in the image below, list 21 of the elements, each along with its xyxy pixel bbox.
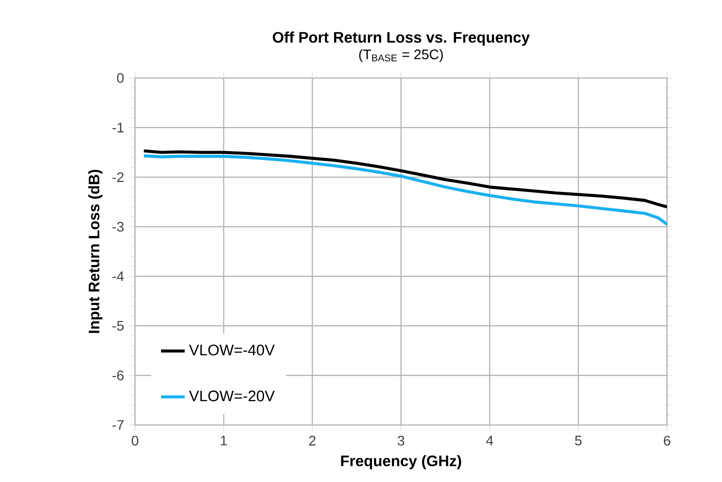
x-axis-title: Frequency (GHz) [341, 455, 462, 470]
x-tick-label: 0 [132, 436, 138, 446]
y-tick-label: 0 [117, 73, 124, 83]
y-tick-label: -5 [112, 321, 124, 331]
y-tick-label: -4 [112, 272, 124, 282]
x-tick-label: 6 [664, 436, 670, 446]
y-tick-label: -1 [112, 122, 124, 132]
x-tick-label: 5 [575, 436, 582, 446]
y-tick-label: -7 [112, 420, 124, 430]
x-tick-label: 2 [309, 436, 316, 446]
x-tick-label: 1 [220, 436, 227, 446]
y-tick-label: -2 [112, 172, 124, 182]
y-axis-title: Input Return Loss (dB) [88, 170, 102, 333]
chart-title: Off Port Return Loss vs. Frequency [272, 32, 530, 46]
legend-label: VLOW=-20V [189, 390, 275, 402]
chart-subtitle: (T$_{BASE}$ = 25C) [359, 49, 443, 62]
x-tick-label: 4 [486, 436, 494, 446]
y-tick-label: -3 [112, 222, 124, 232]
legend-label: VLOW=-40V [189, 344, 275, 356]
y-tick-label: -6 [112, 370, 124, 380]
x-tick-label: 3 [398, 436, 404, 446]
